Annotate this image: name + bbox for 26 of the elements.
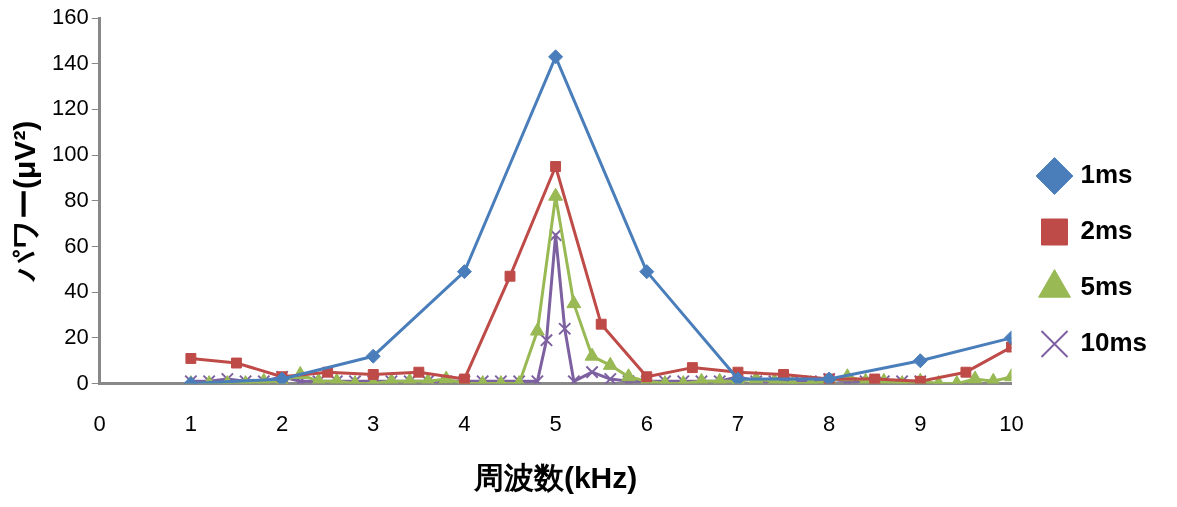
x-axis-title: 周波数(kHz): [472, 461, 638, 495]
y-tick-label: 20: [64, 323, 89, 349]
y-tick-label: 120: [51, 95, 89, 121]
x-tick-label: 9: [914, 410, 927, 436]
x-tick-label: 1: [184, 410, 198, 436]
legend-label: 1ms: [1080, 159, 1133, 190]
y-tick-label: 80: [64, 186, 89, 212]
y-axis-title: パワー(μV²): [8, 120, 42, 283]
legend-label: 10ms: [1080, 327, 1147, 358]
x-tick-label: 0: [93, 410, 106, 436]
y-tick-label: 100: [51, 141, 89, 167]
legend-label: 5ms: [1080, 271, 1133, 302]
legend-label: 2ms: [1080, 215, 1133, 246]
y-tick-label: 60: [64, 232, 89, 258]
x-tick-label: 4: [458, 410, 471, 436]
x-tick-label: 7: [731, 410, 745, 436]
x-tick-label: 8: [823, 410, 836, 436]
x-tick-label: 10: [999, 410, 1024, 436]
y-tick-label: 0: [76, 369, 89, 395]
x-tick-label: 6: [640, 410, 653, 436]
y-tick-label: 40: [64, 278, 89, 304]
x-tick-label: 2: [275, 410, 289, 436]
x-tick-label: 5: [549, 410, 562, 436]
y-tick-label: 160: [51, 4, 89, 30]
x-tick-label: 3: [367, 410, 380, 436]
y-tick-label: 140: [51, 49, 89, 75]
